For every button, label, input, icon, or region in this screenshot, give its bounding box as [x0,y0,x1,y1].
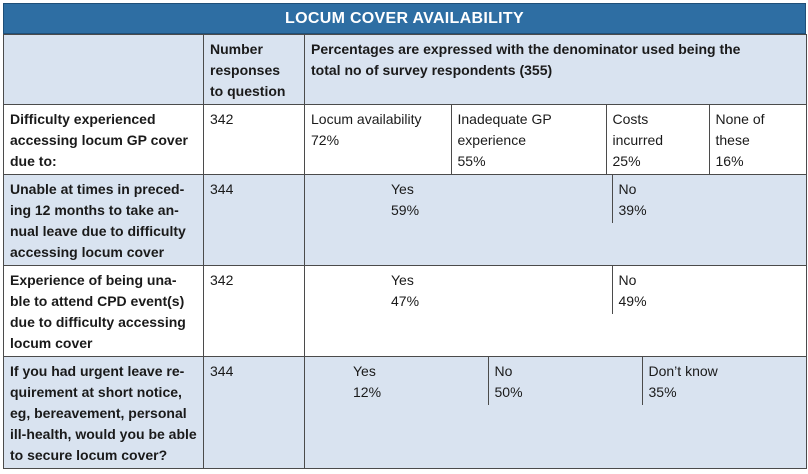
answer-dont-know: Don’t know 35% [641,357,806,405]
responses-header-line: responses [210,62,281,78]
question-cell: If you had urgent leave re- quirement at… [3,356,204,469]
answers-table: Locum availability 72% Inadequate GP exp… [305,105,806,174]
question-line: ble to attend CPD event(s) [10,293,185,309]
responses-header: Number responses to question [203,34,305,105]
answer-locum-availability: Locum availability 72% [305,105,451,174]
responses-cell: 342 [203,104,305,175]
answer-label: Yes [353,363,376,379]
answer-value: 49% [618,293,647,309]
question-line: Unable at times in preced- [10,181,185,197]
question-line: Experience of being una- [10,272,177,288]
answer-label: None of [715,111,765,127]
answer-label: these [715,132,750,148]
answer-spacer [305,266,385,314]
answer-value: 25% [612,153,641,169]
table-title: LOCUM COVER AVAILABILITY [3,3,806,34]
answer-inadequate-experience: Inadequate GP experience 55% [450,105,606,174]
question-line: locum cover [10,335,93,351]
answer-no: No 39% [611,175,806,223]
answer-label: Inadequate GP [457,111,552,127]
responses-header-line: to question [210,83,286,99]
table-row: Experience of being una- ble to attend C… [3,265,807,357]
answer-value: 35% [648,384,677,400]
answers-cell: Yes 59% No 39% [304,174,807,266]
answer-spacer [305,357,347,405]
answer-label: No [618,181,637,197]
answers-cell: Locum availability 72% Inadequate GP exp… [304,104,807,175]
answer-yes: Yes 12% [347,357,488,405]
answer-label: No [618,272,637,288]
question-line: nual leave due to difficulty [10,223,186,239]
answer-label: Costs [612,111,649,127]
answer-yes: Yes 47% [385,266,612,314]
question-line: Difficulty experienced [10,111,156,127]
question-line: accessing locum GP cover [10,132,188,148]
answer-value: 39% [618,202,647,218]
table-row: If you had urgent leave re- quirement at… [3,356,807,469]
answers-cell: Yes 47% No 49% [304,265,807,357]
question-line: If you had urgent leave re- [10,363,185,379]
question-line: eg, bereavement, personal [10,405,187,421]
answer-value: 50% [494,384,523,400]
answer-costs-incurred: Costs incurred 25% [605,105,709,174]
table-row: Difficulty experienced accessing locum G… [3,104,807,175]
answer-label: Locum availability [311,111,422,127]
answer-label: incurred [612,132,664,148]
answer-value: 12% [353,384,382,400]
question-line: accessing locum cover [10,244,165,260]
responses-cell: 344 [203,356,305,469]
question-line: ing 12 months to take an- [10,202,179,218]
responses-cell: 342 [203,265,305,357]
locum-cover-table: Number responses to question Percentages… [3,34,807,469]
question-line: due to difficulty accessing [10,314,186,330]
answer-no: No 50% [487,357,642,405]
answer-value: 47% [391,293,420,309]
answer-label: No [494,363,513,379]
answer-no: No 49% [611,266,806,314]
answers-table: Yes 47% No 49% [305,266,806,314]
question-cell: Difficulty experienced accessing locum G… [3,104,204,175]
answer-value: 16% [715,153,744,169]
answer-none-of-these: None of these 16% [708,105,806,174]
answer-value: 55% [457,153,486,169]
question-line: to secure locum cover? [10,447,168,463]
answers-cell: Yes 12% No 50% Don’t know 35% [304,356,807,469]
responses-cell: 344 [203,174,305,266]
question-cell: Experience of being una- ble to attend C… [3,265,204,357]
answer-yes: Yes 59% [385,175,612,223]
answers-table: Yes 12% No 50% Don’t know 35% [305,357,806,405]
answer-label: Yes [391,181,414,197]
answer-label: experience [457,132,527,148]
answer-label: Don’t know [648,363,718,379]
percentage-note-line: Percentages are expressed with the denom… [311,41,741,57]
question-line: due to: [10,153,57,169]
percentage-note-line: total no of survey respondents (355) [311,62,553,78]
header-row: Number responses to question Percentages… [3,34,807,105]
percentage-note-header: Percentages are expressed with the denom… [304,34,807,105]
answer-value: 72% [311,132,340,148]
table-row: Unable at times in preced- ing 12 months… [3,174,807,266]
question-line: quirement at short notice, [10,384,182,400]
question-cell: Unable at times in preced- ing 12 months… [3,174,204,266]
responses-header-line: Number [210,41,263,57]
answers-table: Yes 59% No 39% [305,175,806,223]
header-empty-cell [3,34,204,105]
answer-label: Yes [391,272,414,288]
answer-spacer [305,175,385,223]
question-line: ill-health, would you be able [10,426,197,442]
answer-value: 59% [391,202,420,218]
